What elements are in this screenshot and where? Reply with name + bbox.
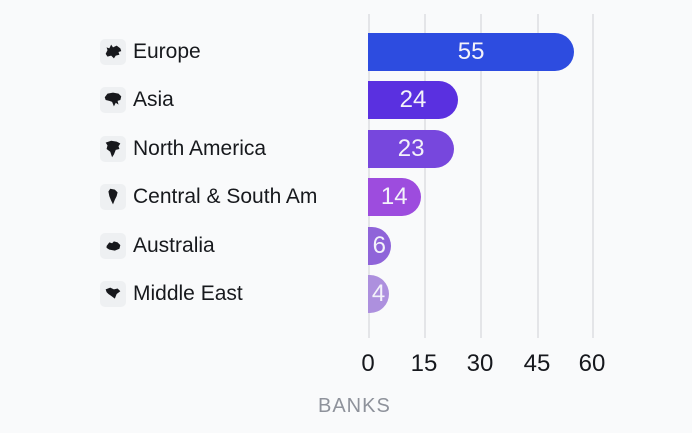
chart-row-middle-east: Middle East 4 — [0, 270, 692, 318]
bar-value-label: 55 — [457, 38, 485, 65]
bar-value-label: 14 — [380, 183, 408, 210]
bar-value-label: 4 — [371, 280, 386, 307]
asia-icon — [100, 87, 126, 113]
gridline — [592, 14, 594, 338]
north-america-icon — [100, 136, 126, 162]
gridline — [537, 14, 539, 338]
x-tick-60: 60 — [578, 350, 606, 377]
category-label: Central & South Am — [133, 185, 318, 208]
gridline — [368, 14, 370, 338]
chart-row-europe: Europe 55 — [0, 28, 692, 76]
x-tick-45: 45 — [523, 350, 551, 377]
chart-row-australia: Australia 6 — [0, 222, 692, 270]
middle-east-icon — [100, 281, 126, 307]
chart-row-asia: Asia 24 — [0, 76, 692, 124]
category-label: Asia — [133, 88, 174, 111]
bar-central-south-am: 14 — [368, 178, 421, 216]
bar-europe: 55 — [368, 33, 575, 71]
plot-area — [368, 14, 594, 338]
gridline — [424, 14, 426, 338]
category-label: Europe — [133, 40, 201, 63]
category-label: Middle East — [133, 282, 243, 305]
bar-north-america: 23 — [368, 130, 455, 168]
bar-value-label: 23 — [397, 135, 425, 162]
bar-value-label: 6 — [372, 232, 386, 259]
europe-icon — [100, 39, 126, 65]
bar-value-label: 24 — [399, 86, 427, 113]
bar-middle-east: 4 — [368, 275, 389, 313]
x-tick-0: 0 — [361, 350, 375, 377]
bar-asia: 24 — [368, 81, 458, 119]
chart-row-central-south-am: Central & South Am 14 — [0, 173, 692, 221]
x-tick-15: 15 — [410, 350, 438, 377]
bar-australia: 6 — [368, 227, 391, 265]
south-america-icon — [100, 184, 126, 210]
australia-icon — [100, 233, 126, 259]
x-axis-title: BANKS — [318, 395, 391, 417]
chart-row-north-america: North America 23 — [0, 125, 692, 173]
category-label: North America — [133, 137, 267, 160]
category-label: Australia — [133, 234, 215, 257]
gridline — [480, 14, 482, 338]
x-tick-30: 30 — [466, 350, 494, 377]
